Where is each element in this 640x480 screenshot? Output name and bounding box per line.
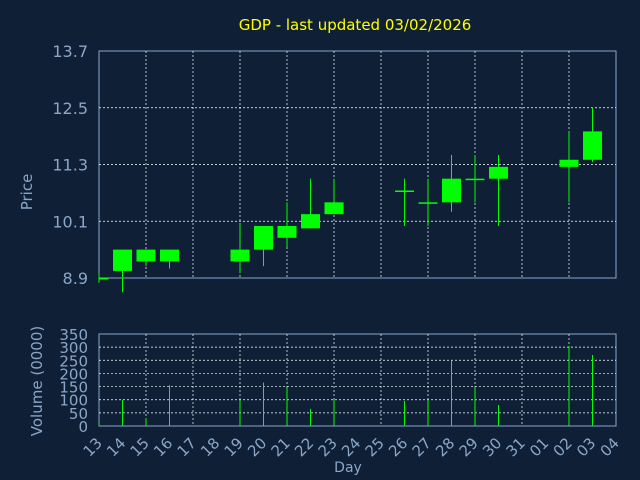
volume-y-tick-label: 300 [59, 339, 88, 357]
candle-body [136, 249, 156, 262]
volume-axis-label: Volume (0000) [28, 326, 46, 436]
candle [395, 178, 414, 226]
x-tick-labels: 1314151617181920212223242526272829303101… [80, 434, 623, 460]
candle [113, 249, 132, 293]
price-panel: 8.9 10.1 11.3 12.5 13.7 Price [18, 42, 617, 293]
volume-y-tick-label: 250 [59, 352, 88, 370]
candle [230, 223, 250, 274]
candle [489, 155, 508, 226]
x-tick-label: 22 [291, 434, 317, 460]
candle [465, 155, 485, 203]
x-tick-label: 29 [456, 434, 482, 460]
candle [418, 178, 438, 226]
x-tick-label: 26 [385, 434, 411, 460]
volume-y-tick-label: 350 [59, 326, 88, 344]
candle [160, 249, 179, 269]
candle [583, 107, 602, 163]
candle [254, 225, 273, 267]
candle-body [559, 159, 579, 167]
price-axis-label: Price [18, 174, 36, 211]
candle-body [395, 190, 414, 193]
x-tick-label: 04 [597, 434, 623, 460]
volume-y-tick-label: 100 [59, 392, 88, 410]
candle [559, 131, 579, 203]
x-tick-label: 03 [573, 434, 599, 460]
candle-body [99, 278, 109, 280]
candle-body [489, 166, 508, 179]
x-tick-label: 25 [362, 434, 388, 460]
volume-y-tick-label: 150 [59, 379, 88, 397]
x-tick-label: 24 [338, 434, 364, 460]
x-tick-label: 30 [479, 434, 505, 460]
chart-title: GDP - last updated 03/02/2026 [239, 16, 472, 34]
x-tick-label: 13 [80, 434, 106, 460]
volume-bars [98, 345, 593, 426]
price-y-tick-label: 11.3 [52, 156, 88, 175]
candle-body [254, 225, 273, 250]
price-y-tick-label: 12.5 [52, 99, 88, 118]
x-tick-label: 16 [150, 434, 176, 460]
volume-y-tick-label: 0 [78, 418, 88, 436]
x-tick-label: 28 [432, 434, 458, 460]
candle-body [418, 202, 438, 204]
price-y-tick-label: 8.9 [63, 269, 88, 288]
x-tick-label: 23 [315, 434, 341, 460]
price-y-tick-label: 13.7 [52, 42, 88, 61]
candle-body [277, 225, 297, 238]
candle [98, 273, 109, 283]
price-y-tick-labels: 8.9 10.1 11.3 12.5 13.7 [52, 42, 88, 288]
price-y-tick-label: 10.1 [52, 212, 88, 231]
x-tick-label: 15 [127, 434, 153, 460]
candle-body [465, 178, 485, 181]
x-axis-label: Day [334, 460, 362, 476]
candle [301, 178, 320, 229]
candle-body [160, 249, 179, 262]
x-tick-label: 18 [197, 434, 223, 460]
candle [277, 202, 297, 248]
candle-body [583, 131, 602, 160]
x-tick-label: 02 [550, 434, 576, 460]
x-tick-label: 17 [174, 434, 200, 460]
candle-body [113, 249, 132, 271]
candle-body [301, 214, 320, 229]
volume-y-tick-label: 50 [69, 405, 88, 423]
x-tick-label: 20 [244, 434, 270, 460]
volume-plot-frame [98, 333, 617, 427]
candle-body [324, 202, 344, 215]
candle [136, 249, 156, 267]
x-tick-label: 27 [409, 434, 435, 460]
volume-grid [99, 334, 616, 426]
volume-y-tick-label: 200 [59, 365, 88, 383]
candle-body [442, 178, 461, 203]
candle-body [230, 249, 250, 262]
x-tick-label: 14 [103, 434, 129, 460]
candle [442, 155, 461, 212]
x-tick-label: 31 [503, 434, 529, 460]
price-grid [99, 51, 616, 278]
x-tick-label: 01 [526, 434, 552, 460]
x-tick-label: 19 [221, 434, 247, 460]
x-tick-label: 21 [268, 434, 294, 460]
candle [324, 178, 344, 215]
candles [98, 107, 602, 293]
